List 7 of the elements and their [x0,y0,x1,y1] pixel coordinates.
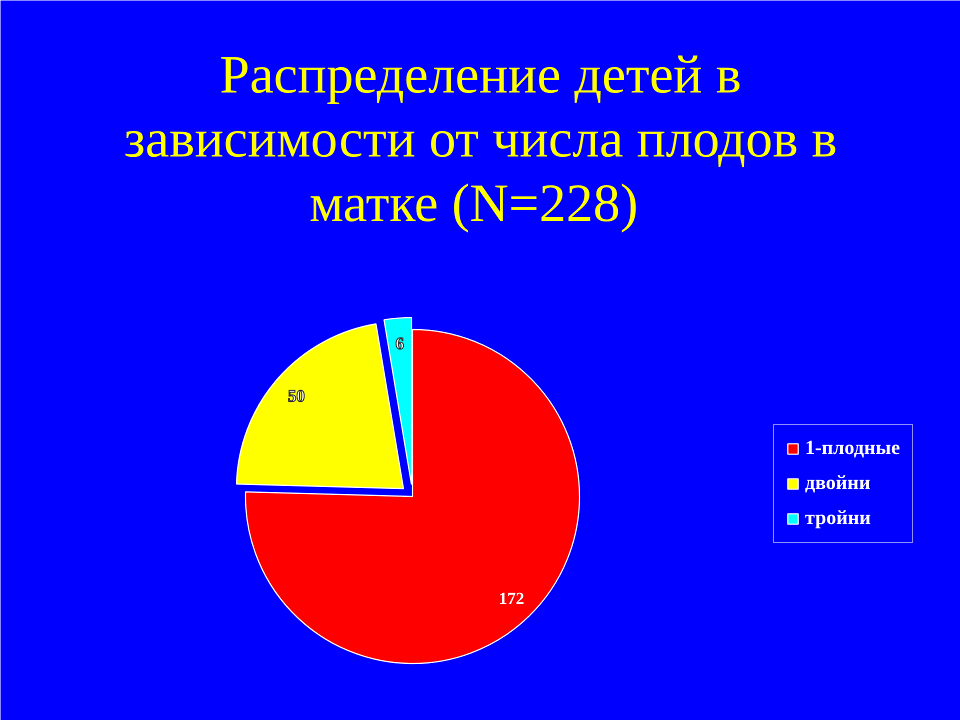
chart-title: Распределение детей в зависимости от числа плодов в матке (N=228) [124,44,838,233]
legend-label: двойни [805,472,870,495]
legend-label: 1-плодные [805,437,900,460]
data-label: 50 [288,386,305,406]
legend-label: тройни [805,507,871,530]
data-label: 6 [396,334,404,354]
data-label: 172 [498,589,524,608]
